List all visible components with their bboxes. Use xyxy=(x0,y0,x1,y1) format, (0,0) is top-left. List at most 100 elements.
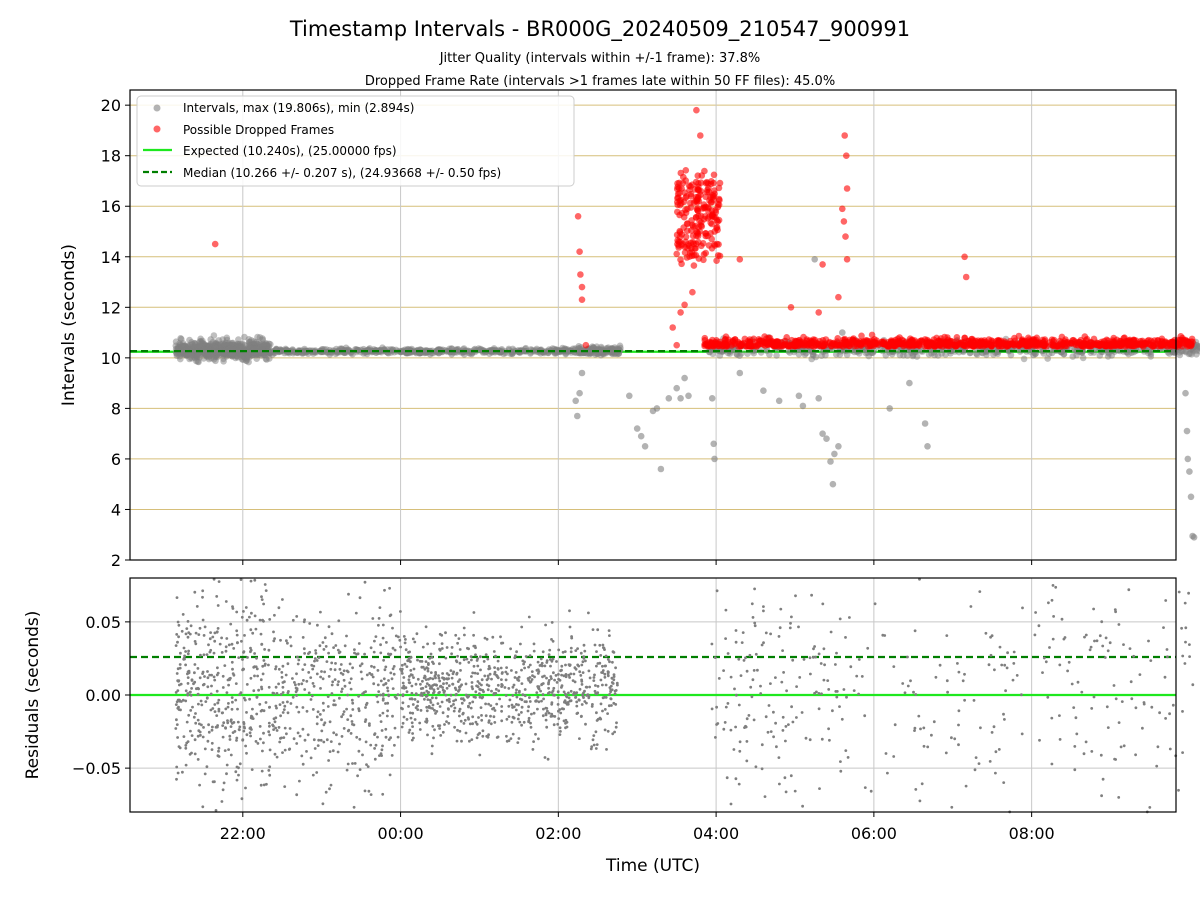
residual-point-578 xyxy=(396,693,400,696)
residual-point-242 xyxy=(180,629,184,633)
residual-point-256 xyxy=(229,725,233,728)
residual-point-747 xyxy=(379,752,383,755)
residual-point-1121 xyxy=(472,664,476,668)
residual-point-1236 xyxy=(575,704,579,708)
residual-point-651 xyxy=(353,648,356,651)
residual-point-532 xyxy=(351,762,354,765)
residual-point-1713 xyxy=(794,594,797,598)
residual-point-278 xyxy=(229,718,233,722)
residual-point-1714 xyxy=(774,721,777,725)
residual-point-1694 xyxy=(790,705,793,709)
dropped-frame-point-1075 xyxy=(961,342,968,350)
residual-point-1022 xyxy=(616,683,619,687)
residual-point-1232 xyxy=(532,740,535,743)
residual-point-37 xyxy=(199,653,202,657)
interval-point-1828 xyxy=(827,458,834,465)
residual-point-937 xyxy=(479,706,483,709)
residual-point-1533 xyxy=(404,648,408,652)
residual-point-631 xyxy=(277,667,281,671)
residual-point-1830 xyxy=(1076,680,1080,684)
residual-point-1191 xyxy=(420,691,423,695)
residual-point-1651 xyxy=(769,632,772,636)
residual-point-264 xyxy=(224,649,228,653)
residual-point-633 xyxy=(297,658,301,662)
residual-point-1000 xyxy=(400,663,404,667)
residual-point-1846 xyxy=(901,682,905,685)
dropped-frame-point-1065 xyxy=(729,337,737,344)
residual-point-117 xyxy=(201,595,204,599)
interval-point-1813 xyxy=(677,395,684,402)
residual-point-1650 xyxy=(809,672,812,676)
residual-point-1707 xyxy=(738,740,742,744)
residual-point-53 xyxy=(210,728,214,732)
residual-point-510 xyxy=(328,787,331,791)
residual-point-1214 xyxy=(556,703,560,706)
residual-point-1524 xyxy=(460,701,464,705)
residual-point-584 xyxy=(277,726,281,729)
residual-point-113 xyxy=(267,721,271,725)
residual-point-1160 xyxy=(492,693,496,696)
residual-point-614 xyxy=(370,664,373,668)
residual-point-460 xyxy=(365,673,369,677)
residual-point-334 xyxy=(224,726,227,729)
residual-point-1021 xyxy=(577,698,581,702)
residual-point-1585 xyxy=(409,669,413,672)
residual-point-1026 xyxy=(581,671,585,674)
residual-point-759 xyxy=(346,693,349,697)
residual-point-525 xyxy=(349,714,353,718)
residual-point-695 xyxy=(329,740,333,743)
intervals-ytick-label-7: 16 xyxy=(101,197,121,216)
residual-point-423 xyxy=(285,732,288,736)
residual-point-1646 xyxy=(740,641,744,644)
residual-point-54 xyxy=(260,598,264,601)
residual-point-1886 xyxy=(1090,750,1094,753)
residual-point-658 xyxy=(279,714,282,718)
residual-point-1855 xyxy=(1177,788,1180,792)
residual-point-1409 xyxy=(591,703,594,706)
residual-point-1602 xyxy=(835,695,839,699)
residual-point-1357 xyxy=(452,703,455,706)
residual-point-329 xyxy=(192,715,196,719)
residual-point-1230 xyxy=(585,701,588,705)
residual-point-554 xyxy=(328,750,332,753)
residual-point-1519 xyxy=(585,685,589,689)
residual-point-424 xyxy=(277,606,281,610)
residual-point-466 xyxy=(283,704,287,708)
residual-point-1159 xyxy=(468,739,471,743)
interval-point-613 xyxy=(199,341,207,348)
residual-point-352 xyxy=(221,674,225,678)
residual-point-1293 xyxy=(493,672,496,676)
residual-point-664 xyxy=(351,701,355,705)
dropped-frame-point-1118 xyxy=(673,341,680,349)
residual-point-1751 xyxy=(1122,643,1125,646)
residual-point-1812 xyxy=(1046,695,1050,699)
residual-point-133 xyxy=(267,663,270,667)
interval-point-1816 xyxy=(708,395,716,402)
residual-point-1187 xyxy=(426,698,430,701)
dropped-frame-point-195 xyxy=(676,179,683,187)
residual-point-1571 xyxy=(433,728,436,732)
interval-point-1802 xyxy=(576,389,583,397)
interval-point-1043 xyxy=(496,349,504,356)
residual-point-1856 xyxy=(1075,732,1079,736)
residual-point-1218 xyxy=(584,659,587,663)
residual-point-981 xyxy=(560,668,563,672)
residual-point-1617 xyxy=(828,738,831,742)
residual-point-324 xyxy=(248,615,251,619)
residual-point-1351 xyxy=(447,673,451,677)
residual-point-941 xyxy=(603,708,607,711)
residual-point-1739 xyxy=(734,725,737,729)
dropped-frame-point-34 xyxy=(694,172,702,179)
intervals-dropped-series xyxy=(130,106,1196,353)
residual-point-1718 xyxy=(812,647,815,651)
residual-point-1393 xyxy=(427,691,430,694)
residual-point-1528 xyxy=(505,666,508,669)
residual-point-307 xyxy=(182,657,186,661)
residual-point-1838 xyxy=(957,723,960,727)
residual-point-1152 xyxy=(411,703,415,706)
residual-point-1569 xyxy=(456,641,459,645)
residual-point-1928 xyxy=(1181,710,1184,713)
residual-point-368 xyxy=(249,716,253,720)
residual-point-1067 xyxy=(601,664,604,668)
residual-point-1332 xyxy=(487,667,491,671)
